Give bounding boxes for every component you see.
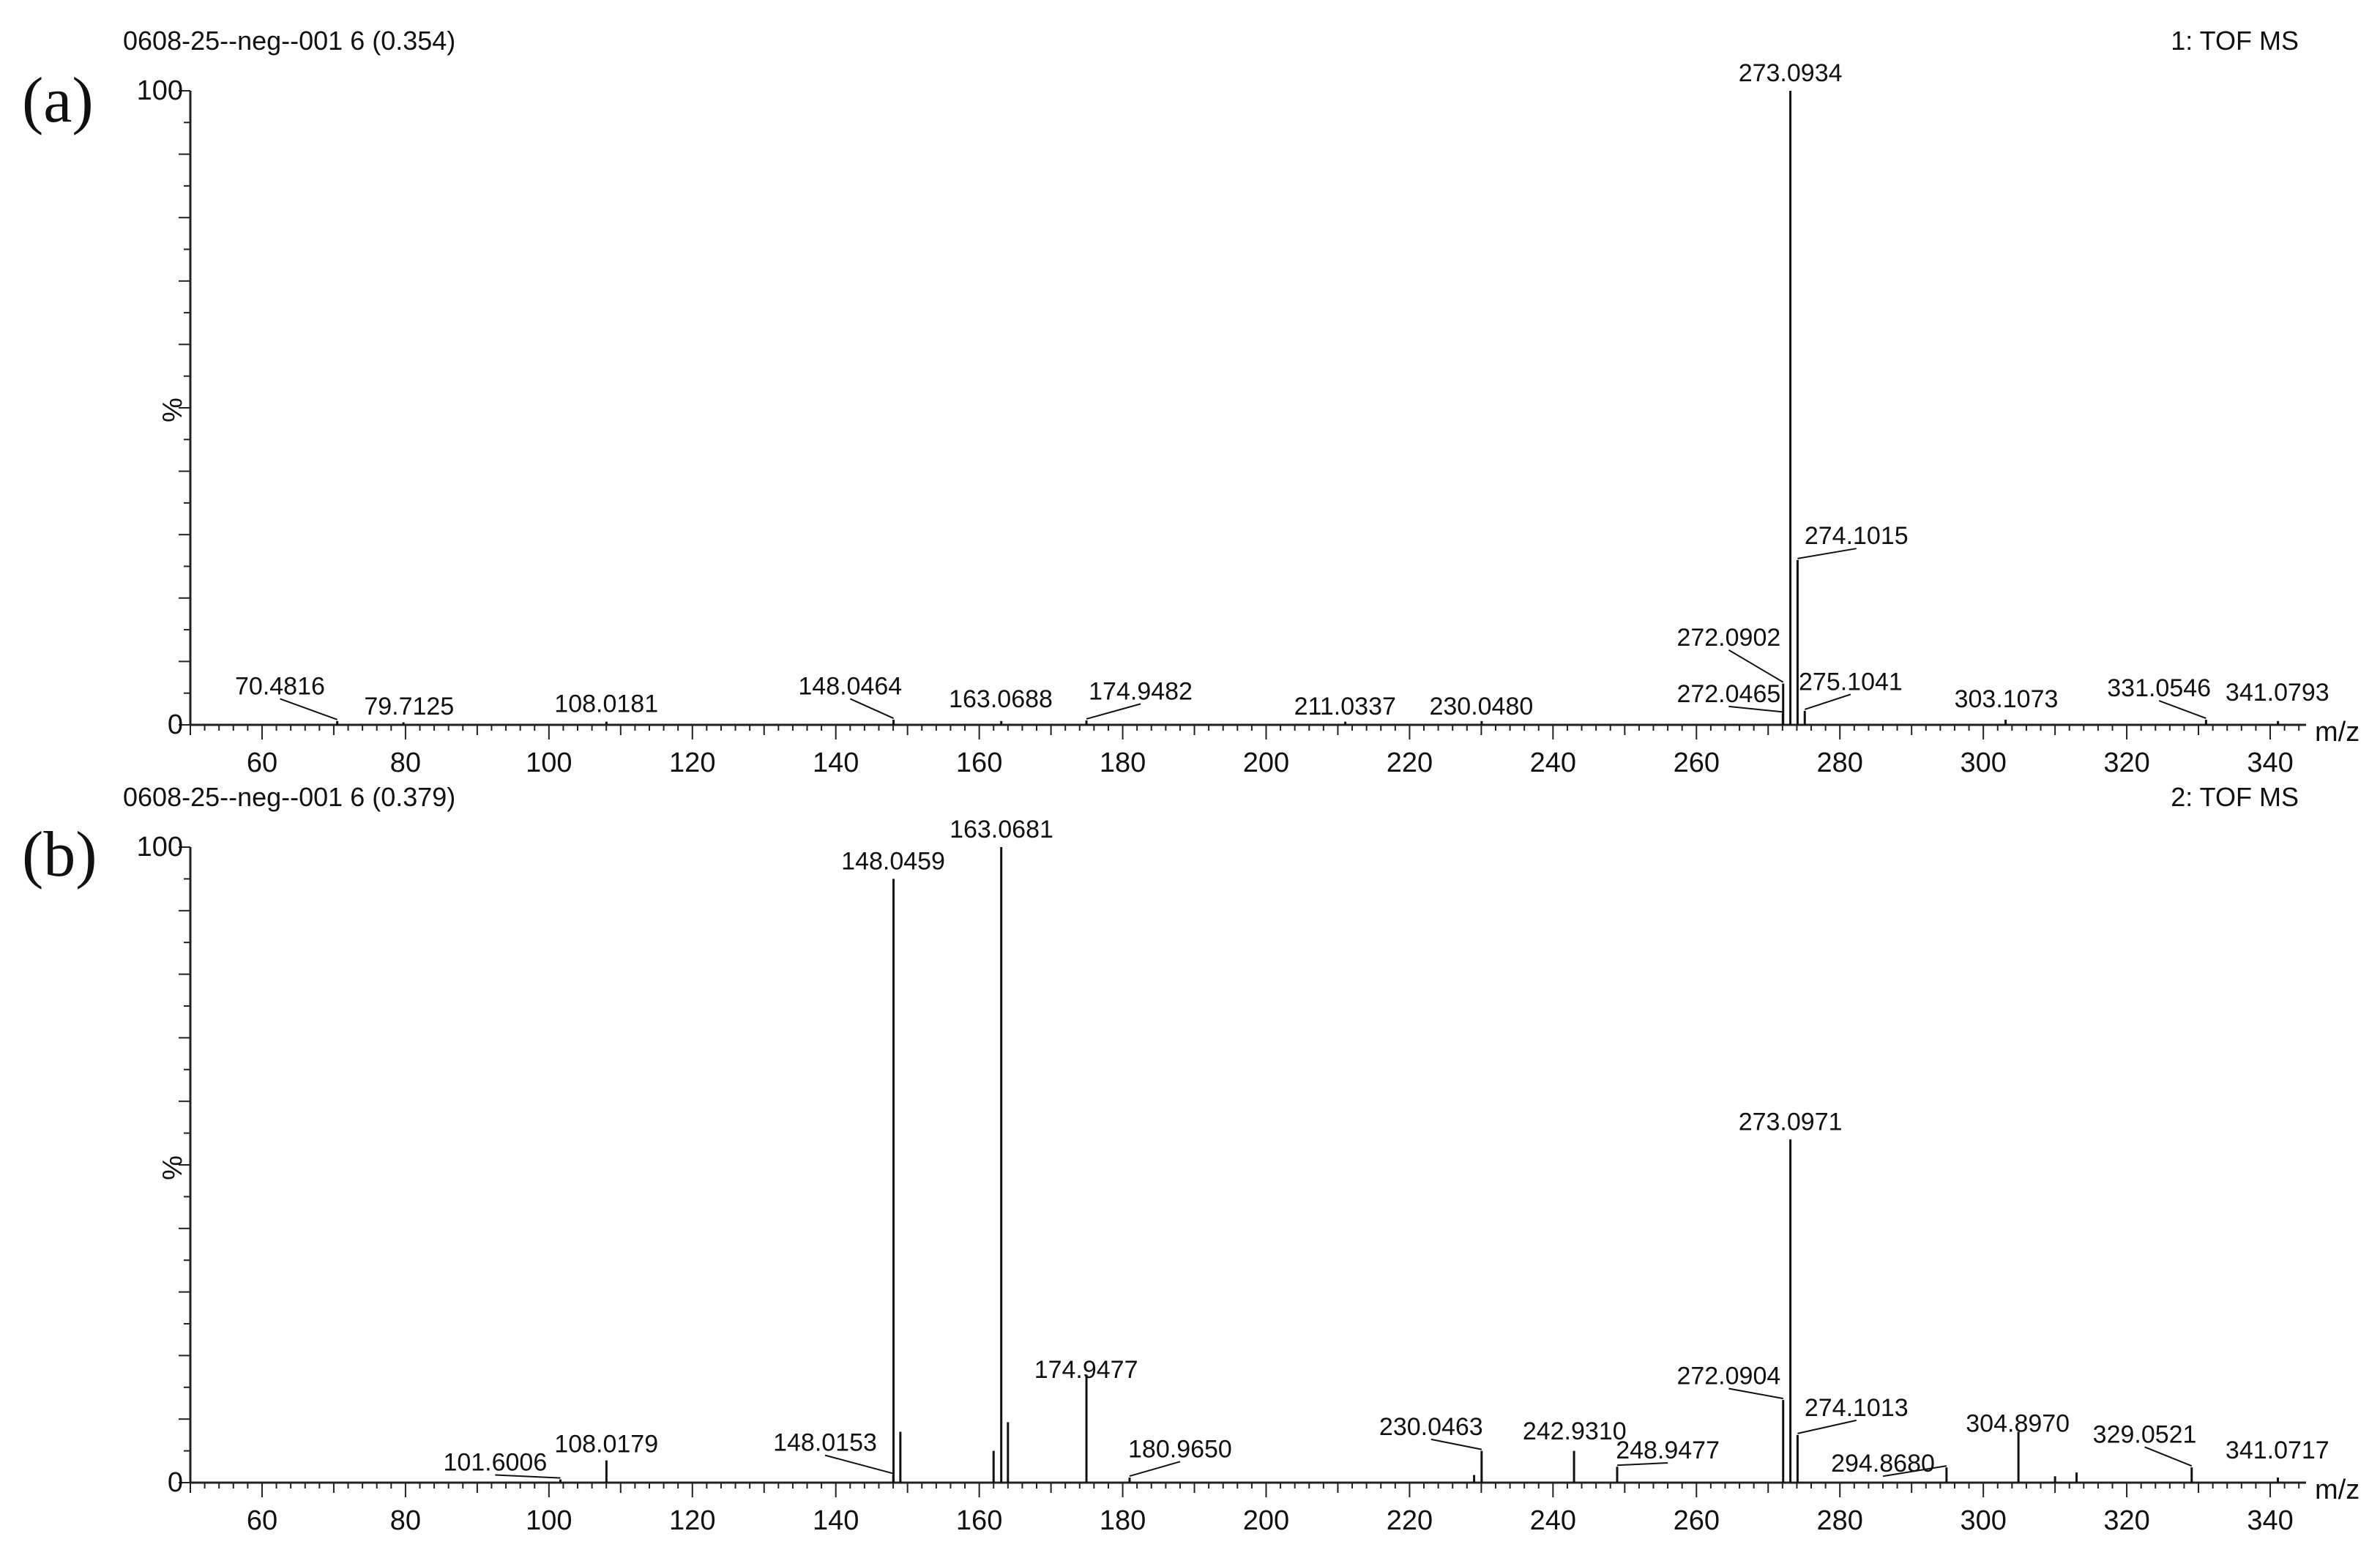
peak-label: 304.8970 — [1966, 1410, 2070, 1438]
peak-label: 230.0463 — [1379, 1413, 1483, 1441]
peak-leader — [1882, 1465, 1947, 1478]
x-tick-label: 180 — [1100, 1505, 1146, 1536]
peak-label: 275.1041 — [1799, 668, 1903, 696]
x-tick-label: 220 — [1387, 1505, 1433, 1536]
peak-leader — [1804, 693, 1851, 710]
peak-label: 242.9310 — [1523, 1417, 1627, 1445]
x-tick-label: 340 — [2247, 1505, 2293, 1536]
peak-label: 341.0793 — [2226, 679, 2329, 707]
spectrum-panel-a: 0608-25--neg--001 6 (0.354) 1: TOF MS (a) 1… — [22, 26, 2360, 778]
peak-leader — [280, 698, 337, 720]
peak-leader — [1797, 1419, 1857, 1434]
x-tick-label: 220 — [1387, 748, 1433, 778]
x-axis-label: m/z — [2315, 1475, 2360, 1505]
x-tick-label: 80 — [390, 748, 421, 778]
peak-label: 230.0480 — [1429, 693, 1533, 720]
peak-leader — [1086, 703, 1141, 720]
y-axis-label: % — [157, 1155, 188, 1180]
x-tick-label: 160 — [956, 1505, 1002, 1536]
peak-label: 272.0465 — [1676, 680, 1780, 708]
peak-leader — [2144, 1446, 2193, 1467]
peak-label: 148.0464 — [798, 672, 902, 700]
spectrum-header-left: 0608-25--neg--001 6 (0.379) — [123, 782, 455, 812]
peak-label: 79.7125 — [364, 693, 454, 720]
x-tick-label: 300 — [1960, 1505, 2006, 1536]
x-tick-label: 100 — [526, 748, 572, 778]
peak-leader — [2158, 700, 2206, 720]
peak-leader — [495, 1474, 561, 1479]
peak-label: 274.1015 — [1805, 522, 1909, 550]
x-tick-label: 240 — [1530, 1505, 1576, 1536]
peak-label: 274.1013 — [1805, 1394, 1909, 1422]
x-tick-label: 80 — [390, 1505, 421, 1536]
peak-label: 294.8680 — [1831, 1450, 1935, 1478]
x-tick-label: 120 — [669, 748, 715, 778]
peak-leader — [1129, 1461, 1181, 1478]
peak-leader — [1430, 1438, 1482, 1450]
panel-label: (b) — [22, 819, 97, 890]
x-tick-label: 140 — [813, 748, 859, 778]
peak-label: 273.0934 — [1739, 59, 1843, 87]
peak-leader — [1728, 705, 1783, 713]
peak-label: 303.1073 — [1955, 685, 2059, 713]
y-tick-label: 100 — [137, 832, 183, 862]
x-tick-label: 320 — [2103, 1505, 2149, 1536]
y-axis-label: % — [157, 398, 188, 422]
peak-leader — [1728, 1387, 1783, 1400]
x-tick-label: 240 — [1530, 748, 1576, 778]
panel-label: (a) — [22, 65, 94, 136]
peak-leader — [1728, 649, 1784, 683]
x-tick-label: 140 — [813, 1505, 859, 1536]
spectrum-header-right: 2: TOF MS — [2171, 782, 2299, 812]
peak-label: 211.0337 — [1294, 693, 1396, 720]
peak-label: 163.0688 — [949, 685, 1053, 713]
x-tick-label: 100 — [526, 1505, 572, 1536]
peak-leader — [1616, 1462, 1668, 1467]
x-tick-label: 340 — [2247, 748, 2293, 778]
y-tick-label: 0 — [168, 709, 183, 740]
x-tick-label: 260 — [1674, 1505, 1720, 1536]
peak-label: 108.0181 — [554, 690, 658, 718]
peak-label: 272.0904 — [1676, 1362, 1780, 1390]
spectrum-panel-b: 0608-25--neg--001 6 (0.379) 2: TOF MS (b) 1… — [22, 782, 2360, 1536]
peak-label: 174.9477 — [1034, 1356, 1138, 1384]
spectrum-header-right: 1: TOF MS — [2171, 26, 2299, 56]
x-tick-label: 320 — [2103, 748, 2149, 778]
peak-label: 273.0971 — [1739, 1108, 1843, 1136]
peak-label: 108.0179 — [554, 1430, 658, 1458]
x-tick-label: 200 — [1243, 1505, 1289, 1536]
peak-label: 341.0717 — [2226, 1437, 2329, 1464]
peak-label: 329.0521 — [2093, 1420, 2197, 1448]
x-axis-label: m/z — [2315, 717, 2360, 748]
peak-label: 272.0902 — [1676, 624, 1780, 652]
x-tick-label: 120 — [669, 1505, 715, 1536]
y-tick-label: 100 — [137, 75, 183, 106]
peak-label: 174.9482 — [1089, 677, 1193, 705]
x-tick-label: 280 — [1817, 748, 1863, 778]
peak-label: 148.0153 — [773, 1429, 877, 1457]
x-tick-label: 300 — [1960, 748, 2006, 778]
peak-label: 180.9650 — [1128, 1435, 1232, 1463]
peak-label: 331.0546 — [2107, 674, 2211, 702]
peak-label: 70.4816 — [235, 672, 325, 700]
peak-leader — [1797, 548, 1857, 559]
peak-label: 148.0459 — [841, 847, 945, 875]
peak-label: 101.6006 — [443, 1449, 547, 1477]
spectrum-header-left: 0608-25--neg--001 6 (0.354) — [123, 26, 455, 56]
peak-label: 163.0681 — [950, 816, 1053, 843]
x-tick-label: 280 — [1817, 1505, 1863, 1536]
x-tick-label: 160 — [956, 748, 1002, 778]
y-tick-label: 0 — [168, 1467, 183, 1498]
x-tick-label: 260 — [1674, 748, 1720, 778]
peak-label: 248.9477 — [1616, 1437, 1720, 1464]
x-tick-label: 200 — [1243, 748, 1289, 778]
x-tick-label: 60 — [247, 1505, 277, 1536]
peak-leader — [849, 698, 894, 719]
x-tick-label: 60 — [247, 748, 277, 778]
peak-leader — [824, 1454, 894, 1475]
x-tick-label: 180 — [1100, 748, 1146, 778]
